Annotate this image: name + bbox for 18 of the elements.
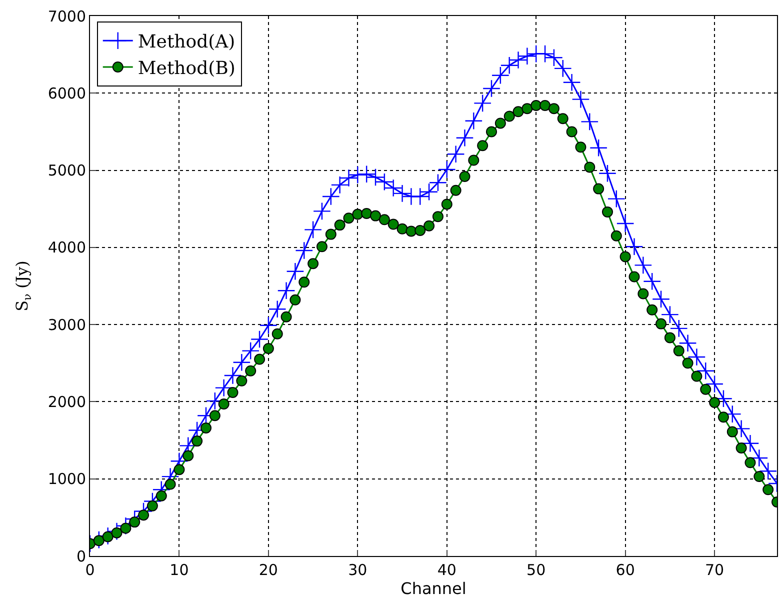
y-tick-label: 1000 [48,470,86,488]
y-tick-label: 3000 [48,316,86,334]
x-tick-label: 10 [170,561,189,579]
y-tick-label: 0 [76,547,86,566]
y-tick-label: 5000 [48,162,86,180]
x-tick-label: 30 [348,561,368,579]
x-tick-label: 20 [258,561,278,579]
x-tick-label: 60 [616,561,635,579]
y-tick-label: 2000 [48,392,86,411]
x-tick-label: 70 [705,561,724,579]
x-axis-title: Channel [400,579,466,598]
y-tick-label: 6000 [48,84,86,102]
x-tick-label: 50 [526,561,546,579]
y-tick-label: 7000 [48,7,86,26]
legend-label: Method(B) [138,58,236,80]
y-tick-label: 4000 [48,238,86,257]
legend-label: Method(A) [138,32,236,53]
x-tick-label: 40 [437,561,456,579]
